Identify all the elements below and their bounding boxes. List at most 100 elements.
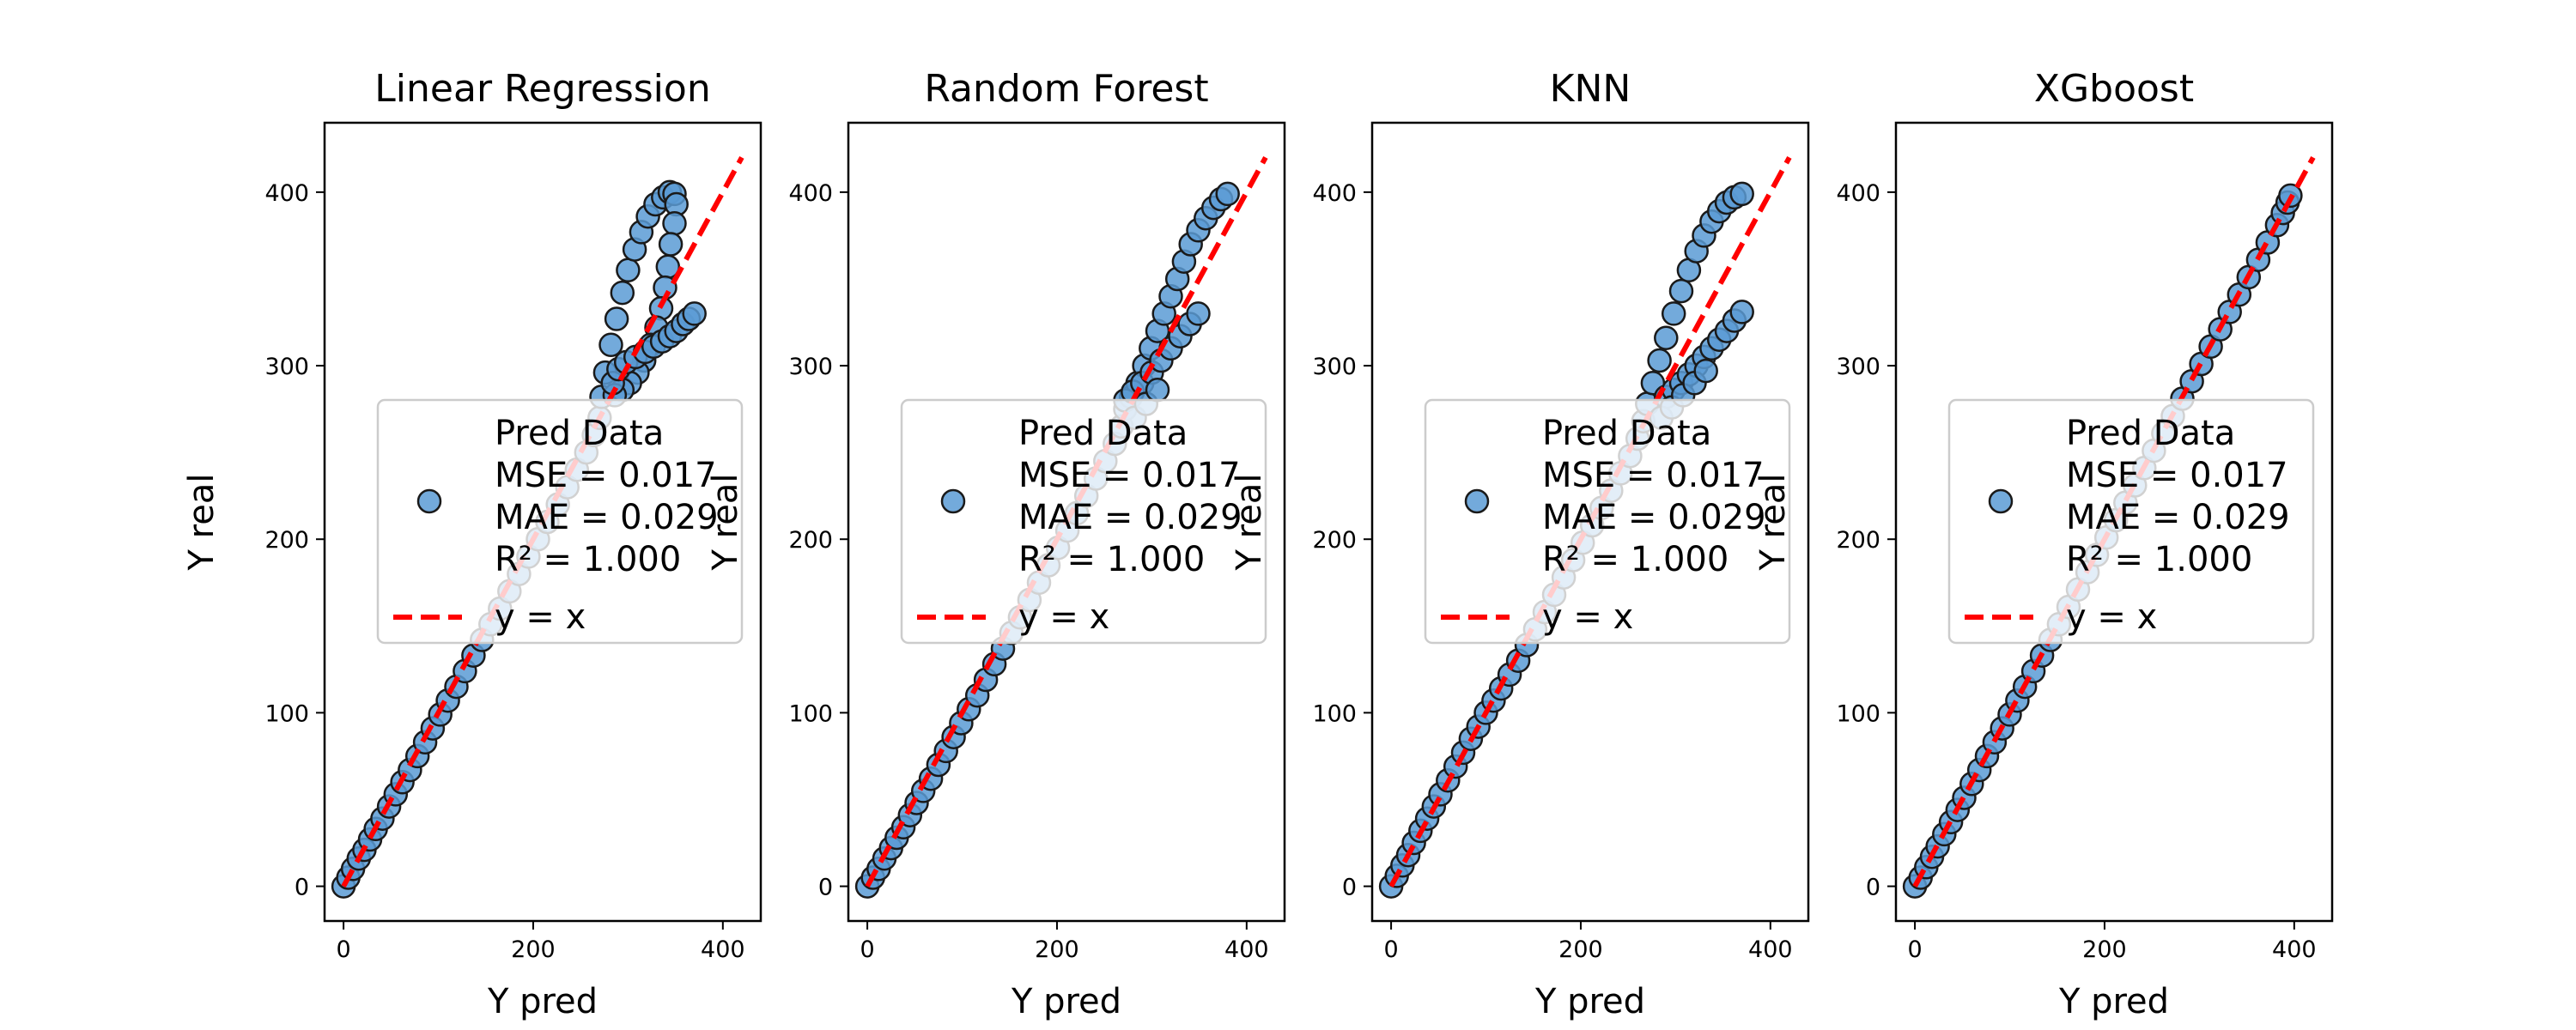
y-tick-label: 100 (788, 700, 833, 727)
y-tick-label: 200 (788, 527, 833, 554)
x-tick-label: 400 (701, 936, 745, 963)
legend-marker-icon (416, 488, 442, 514)
axes-frame (847, 121, 1286, 923)
legend-label-y-equals-x: y = x (2066, 597, 2157, 637)
y-tick-label: 100 (1312, 700, 1357, 727)
y-tick-label: 0 (1342, 875, 1357, 901)
data-point (604, 306, 629, 331)
y-axis-label: Y real (1230, 474, 1269, 572)
subplot-3: 0 200 400 0 100 200 300 400 KNN Y pred Y real Pred … (1230, 67, 1810, 1021)
subplot-4: 0 200 400 0 100 200 300 400 XGboost Y pred Y real P… (1753, 67, 2334, 1021)
x-tick-label: 400 (1748, 936, 1793, 963)
legend-label-line: Pred Data (495, 414, 664, 453)
legend-box (1947, 398, 2315, 645)
legend-label-line: MSE = 0.017 (1542, 456, 1765, 495)
data-point (1145, 378, 1170, 403)
data-point (1654, 325, 1679, 350)
x-axis-label: Y pred (1534, 982, 1645, 1021)
legend-label-line: MAE = 0.029 (495, 498, 719, 537)
x-tick-label: 0 (336, 936, 350, 963)
data-point (1729, 300, 1754, 324)
x-axis-label: Y pred (2058, 982, 2169, 1021)
legend-label-y-equals-x: y = x (495, 597, 586, 637)
legend-marker-icon (1988, 488, 2014, 514)
axes-frame (323, 121, 762, 923)
subplot-title: Random Forest (924, 67, 1208, 111)
legend-label-line: Pred Data (2066, 414, 2235, 453)
x-tick-label: 200 (1558, 936, 1603, 963)
legend-box (900, 398, 1267, 645)
y-tick-label: 300 (788, 354, 833, 380)
data-point (658, 232, 683, 257)
y-tick-label: 100 (1836, 700, 1880, 727)
y-tick-label: 400 (1312, 180, 1357, 207)
legend-label-pred-data: Pred Data MSE = 0.017 MAE = 0.029 R² = 1.00… (495, 414, 719, 579)
legend: Pred Data MSE = 0.017 MAE = 0.029 R² = 1.00… (1947, 398, 2315, 645)
y-tick-label: 300 (264, 354, 309, 380)
y-tick-label: 200 (1312, 527, 1357, 554)
data-point (598, 332, 623, 358)
legend: Pred Data MSE = 0.017 MAE = 0.029 R² = 1.00… (1424, 398, 1791, 645)
data-point (1661, 301, 1686, 326)
y-tick-label: 0 (1866, 875, 1880, 901)
legend-marker-icon (1464, 488, 1490, 514)
legend-label-line: MSE = 0.017 (1018, 456, 1241, 495)
y-tick-label: 400 (1836, 180, 1880, 207)
legend-label-y-equals-x: y = x (1542, 597, 1633, 637)
y-tick-label: 0 (295, 875, 309, 901)
legend-label-pred-data: Pred Data MSE = 0.017 MAE = 0.029 R² = 1.00… (1542, 414, 1766, 579)
legend-label-line: MAE = 0.029 (1018, 498, 1242, 537)
data-point (1729, 181, 1754, 207)
data-point (682, 301, 707, 326)
data-point (1186, 301, 1211, 326)
x-tick-label: 0 (860, 936, 874, 963)
legend-marker-icon (940, 488, 966, 514)
data-point (1215, 181, 1240, 207)
legend: Pred Data MSE = 0.017 MAE = 0.029 R² = 1.00… (900, 398, 1267, 645)
legend-label-line: R² = 1.000 (1542, 540, 1728, 579)
y-tick-label: 0 (818, 875, 833, 901)
y-axis-label: Y real (706, 474, 745, 572)
y-tick-label: 300 (1836, 354, 1880, 380)
data-point (610, 280, 635, 306)
y-tick-label: 400 (788, 180, 833, 207)
legend-box (376, 398, 744, 645)
axes-frame (1894, 121, 2334, 923)
legend-label-y-equals-x: y = x (1018, 597, 1109, 637)
y-tick-label: 200 (264, 527, 309, 554)
legend-label-line: Pred Data (1018, 414, 1188, 453)
legend-label-line: MSE = 0.017 (495, 456, 717, 495)
x-tick-label: 400 (1224, 936, 1269, 963)
legend-label-line: Pred Data (1542, 414, 1711, 453)
data-point (616, 258, 641, 283)
legend-label-line: MAE = 0.029 (2066, 498, 2290, 537)
y-axis-label: Y real (182, 474, 222, 572)
x-tick-label: 0 (1907, 936, 1922, 963)
legend-box (1424, 398, 1791, 645)
x-axis-label: Y pred (487, 982, 598, 1021)
y-tick-label: 200 (1836, 527, 1880, 554)
y-tick-label: 300 (1312, 354, 1357, 380)
y-tick-label: 400 (264, 180, 309, 207)
x-axis-label: Y pred (1011, 982, 1121, 1021)
y-tick-label: 100 (264, 700, 309, 727)
legend-label-pred-data: Pred Data MSE = 0.017 MAE = 0.029 R² = 1.00… (2066, 414, 2290, 579)
subplot-title: Linear Regression (374, 67, 710, 111)
x-tick-label: 0 (1383, 936, 1398, 963)
legend-label-line: R² = 1.000 (1018, 540, 1205, 579)
x-tick-label: 200 (2082, 936, 2127, 963)
x-tick-label: 200 (1035, 936, 1079, 963)
data-point (1693, 358, 1718, 384)
subplot-title: KNN (1550, 67, 1631, 111)
legend: Pred Data MSE = 0.017 MAE = 0.029 R² = 1.00… (376, 398, 744, 645)
legend-label-line: MAE = 0.029 (1542, 498, 1766, 537)
axes-frame (1370, 121, 1810, 923)
x-tick-label: 400 (2272, 936, 2317, 963)
subplot-2: 0 200 400 0 100 200 300 400 Random Forest Y pred Y… (706, 67, 1286, 1021)
data-point (1647, 348, 1672, 373)
legend-label-line: R² = 1.000 (495, 540, 681, 579)
legend-label-pred-data: Pred Data MSE = 0.017 MAE = 0.029 R² = 1.00… (1018, 414, 1242, 579)
subplot-title: XGboost (2034, 67, 2194, 111)
subplot-1: 0 200 400 0 100 200 300 400 Linear Regression Y p… (182, 67, 762, 1021)
